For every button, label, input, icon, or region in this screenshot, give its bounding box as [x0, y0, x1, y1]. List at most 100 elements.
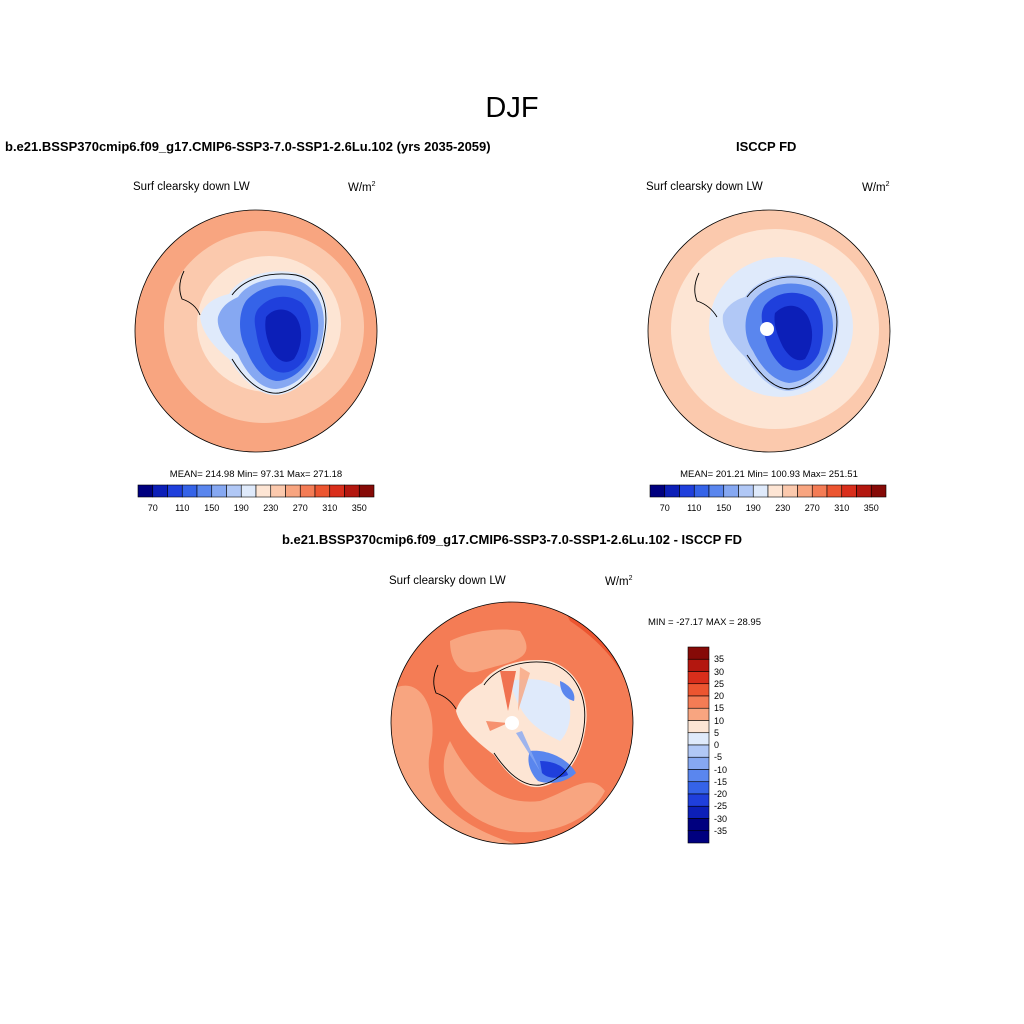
diff-colorbar-ticks: 35 30 25 20 15 10 5 0 -5 -10 -15 -20 -25 -30 -35	[714, 647, 754, 843]
diff-colorbar-tick-label: -30	[714, 813, 728, 824]
obs-polar-map	[647, 209, 891, 453]
model-colorbar-tick-label: 190	[233, 503, 249, 513]
obs-colorbar-box	[811, 484, 828, 498]
obs-colorbar-tick-label: 310	[834, 503, 850, 513]
diff-colorbar-tick-label: 20	[714, 691, 725, 701]
diff-colorbar-box	[687, 744, 710, 758]
obs-colorbar-tick-label: 110	[687, 503, 702, 513]
diff-colorbar-tick-label: -5	[714, 752, 723, 763]
diff-colorbar-tick-label: -25	[714, 801, 728, 812]
obs-colorbar-tick-label: 150	[716, 503, 732, 513]
diff-colorbar-tick-label: -10	[714, 764, 728, 775]
diff-colorbar-box	[687, 707, 710, 721]
model-units-label: W/m2	[348, 181, 376, 194]
obs-colorbar-box	[782, 484, 798, 498]
diff-colorbar-box	[687, 805, 710, 819]
model-stats: MEAN= 214.98 Min= 97.31 Max= 271.18	[169, 469, 343, 480]
diff-colorbar-tick-label: -15	[714, 776, 728, 787]
obs-colorbar-box	[841, 484, 857, 498]
obs-colorbar-box	[679, 484, 695, 498]
diff-colorbar-box	[687, 671, 710, 685]
diff-colorbar-tick-label: 0	[714, 740, 720, 750]
obs-colorbar-box	[870, 484, 887, 498]
obs-colorbar-box	[797, 484, 813, 498]
model-colorbar-box	[181, 484, 198, 498]
model-colorbar-box	[196, 484, 213, 498]
obs-colorbar-ticks: 70 110 150 190 230 270 310 350	[650, 503, 886, 515]
model-polar-map	[134, 209, 378, 453]
diff-colorbar-tick-label: 15	[714, 703, 725, 714]
diff-colorbar-box	[687, 646, 710, 660]
diff-colorbar-box	[687, 658, 710, 672]
model-colorbar-tick-label: 310	[322, 503, 338, 513]
obs-colorbar-box	[723, 484, 739, 498]
obs-colorbar-box	[649, 484, 666, 498]
diff-colorbar-box	[687, 781, 710, 795]
obs-colorbar-box	[826, 484, 843, 498]
model-colorbar-tick-label: 70	[147, 503, 158, 513]
obs-colorbar-box	[752, 484, 769, 498]
obs-colorbar-tick-label: 270	[804, 503, 820, 513]
obs-stats: MEAN= 201.21 Min= 100.93 Max= 251.51	[680, 469, 858, 480]
diff-colorbar	[687, 646, 710, 844]
diff-colorbar-box	[687, 818, 710, 832]
diff-colorbar-tick-label: 30	[714, 666, 725, 677]
model-colorbar-box	[344, 484, 360, 498]
obs-colorbar-tick-label: 190	[745, 503, 761, 513]
diff-colorbar-tick-label: 25	[714, 678, 725, 689]
diff-variable-label: Surf clearsky down LW	[389, 575, 506, 587]
model-colorbar-box	[329, 484, 345, 498]
diff-colorbar-tick-label: -35	[714, 825, 728, 836]
model-colorbar-box	[270, 484, 286, 498]
model-colorbar-box	[152, 484, 168, 498]
model-colorbar-box	[314, 484, 331, 498]
diff-colorbar-box	[687, 793, 710, 807]
obs-units-label: W/m2	[862, 181, 890, 194]
diff-colorbar-tick-label: 10	[714, 715, 725, 726]
model-colorbar-box	[358, 484, 375, 498]
obs-panel-title: ISCCP FD	[736, 139, 797, 154]
diff-colorbar-box	[687, 683, 710, 697]
obs-colorbar-box	[738, 484, 754, 498]
obs-colorbar-box	[664, 484, 680, 498]
model-colorbar-tick-label: 270	[292, 503, 308, 513]
diff-colorbar-box	[687, 720, 710, 734]
model-colorbar-box	[285, 484, 301, 498]
obs-variable-label: Surf clearsky down LW	[646, 181, 763, 193]
diff-colorbar-box	[687, 732, 710, 746]
diff-colorbar-box	[687, 769, 710, 783]
obs-colorbar-tick-label: 230	[775, 503, 791, 513]
model-colorbar-box	[211, 484, 227, 498]
model-colorbar-ticks: 70 110 150 190 230 270 310 350	[138, 503, 374, 515]
obs-colorbar-tick-label: 70	[659, 503, 670, 513]
season-title: DJF	[485, 92, 539, 124]
diff-colorbar-tick-label: -20	[714, 789, 728, 799]
model-colorbar-tick-label: 150	[204, 503, 220, 513]
diff-units-label: W/m2	[605, 575, 633, 588]
obs-colorbar-box	[767, 484, 784, 498]
model-variable-label: Surf clearsky down LW	[133, 181, 250, 193]
obs-colorbar-box	[708, 484, 725, 498]
diff-colorbar-tick-label: 5	[714, 727, 720, 738]
model-colorbar-box	[137, 484, 154, 498]
model-colorbar-tick-label: 110	[175, 503, 190, 513]
diff-polar-map	[390, 601, 634, 845]
diff-panel-title: b.e21.BSSP370cmip6.f09_g17.CMIP6-SSP3-7.…	[281, 532, 742, 547]
model-colorbar-box	[255, 484, 272, 498]
model-colorbar	[137, 484, 375, 498]
diff-colorbar-box	[687, 695, 710, 709]
model-colorbar-tick-label: 350	[351, 503, 367, 513]
obs-colorbar-box	[856, 484, 872, 498]
obs-colorbar	[649, 484, 887, 498]
diff-colorbar-box	[687, 830, 710, 844]
obs-colorbar-box	[693, 484, 710, 498]
model-colorbar-box	[299, 484, 316, 498]
diff-stats: MIN = -27.17 MAX = 28.95	[648, 617, 762, 628]
model-panel-title: b.e21.BSSP370cmip6.f09_g17.CMIP6-SSP3-7.…	[5, 139, 491, 154]
model-colorbar-tick-label: 230	[263, 503, 279, 513]
model-colorbar-box	[226, 484, 242, 498]
model-colorbar-box	[240, 484, 257, 498]
obs-colorbar-tick-label: 350	[863, 503, 879, 513]
diff-colorbar-box	[687, 756, 710, 770]
diff-colorbar-tick-label: 35	[714, 654, 725, 665]
